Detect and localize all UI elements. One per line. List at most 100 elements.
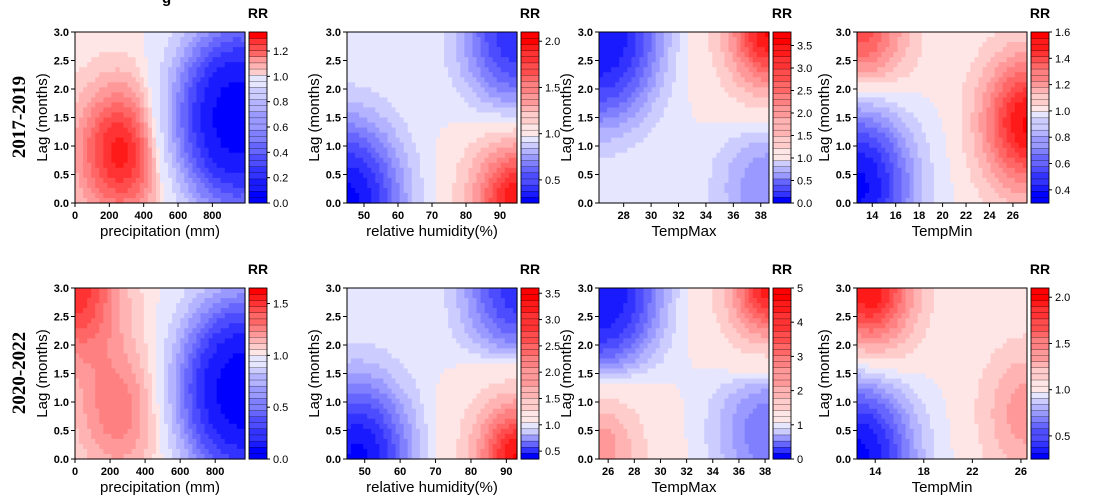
contour-cell (869, 32, 874, 38)
contour-cell (716, 132, 722, 139)
contour-cell (663, 102, 669, 109)
contour-cell (647, 107, 653, 114)
contour-cell (103, 57, 108, 63)
contour-cell (212, 117, 218, 124)
contour-cell (684, 187, 689, 194)
colorbar-tick-label: 0.6 (273, 122, 288, 134)
contour-cell (647, 97, 653, 104)
contour-cell (728, 37, 734, 43)
contour-cell (913, 92, 919, 98)
contour-cell (151, 172, 157, 179)
contour-cell (123, 152, 129, 159)
contour-cell (877, 177, 882, 184)
contour-cell (351, 72, 356, 78)
contour-cell (675, 187, 681, 194)
contour-cell (103, 187, 108, 194)
contour-cell (143, 127, 149, 134)
contour-cell (184, 42, 189, 48)
contour-cell (131, 197, 137, 204)
contour-cell (508, 172, 514, 179)
contour-cell (464, 87, 470, 93)
contour-cell (123, 132, 129, 139)
contour-cell (220, 172, 226, 179)
contour-cell (869, 122, 874, 129)
contour-cell (700, 167, 705, 174)
contour-cell (480, 37, 486, 43)
contour-cell (748, 62, 754, 68)
contour-cell (188, 107, 193, 114)
contour-cell (95, 137, 100, 144)
contour-cell (623, 157, 628, 164)
contour-cell (512, 142, 518, 149)
contour-cell (79, 47, 84, 53)
contour-cell (379, 72, 385, 78)
contour-cell (472, 197, 478, 204)
contour-cell (383, 147, 389, 154)
contour-cell (79, 182, 84, 189)
contour-cell (131, 57, 137, 63)
colorbar-band (248, 135, 268, 143)
contour-cell (603, 132, 608, 139)
contour-cell (611, 67, 616, 73)
contour-cell (387, 37, 393, 43)
contour-cell (456, 67, 461, 73)
contour-cell (736, 77, 742, 83)
contour-cell (123, 57, 129, 63)
contour-cell (164, 182, 169, 189)
contour-cell (456, 42, 461, 48)
contour-cell (123, 107, 129, 114)
contour-cell (184, 67, 189, 73)
contour-cell (359, 47, 364, 53)
contour-cell (411, 77, 417, 83)
contour-cell (764, 157, 770, 164)
contour-cell (440, 102, 445, 109)
y-tick-label: 2.0 (578, 84, 593, 96)
contour-cell (375, 187, 380, 194)
contour-cell (603, 47, 608, 53)
contour-cell (236, 57, 242, 63)
contour-cell (127, 142, 133, 149)
contour-cell (168, 122, 173, 129)
contour-cell (468, 137, 474, 144)
colorbar-band (520, 50, 540, 57)
contour-cell (756, 112, 762, 119)
contour-cell (184, 37, 189, 43)
contour-cell (893, 192, 899, 199)
contour-cell (464, 107, 470, 114)
contour-cell (236, 197, 242, 204)
contour-cell (708, 127, 713, 134)
contour-cell (164, 177, 169, 184)
colorbar: 0.00.51.01.52.02.53.03.5RR (772, 5, 812, 210)
contour-cell (663, 97, 669, 104)
contour-cell (740, 67, 746, 73)
contour-cell (635, 127, 641, 134)
contour-cell (512, 152, 518, 159)
contour-cell (228, 172, 234, 179)
contour-cell (103, 172, 108, 179)
contour-cell (728, 167, 734, 174)
contour-cell (744, 147, 750, 154)
contour-cell (647, 57, 653, 63)
contour-cell (367, 87, 372, 93)
contour-cell (472, 157, 478, 164)
contour-cell (720, 67, 726, 73)
contour-cell (371, 92, 376, 98)
contour-cell (83, 157, 88, 164)
contour-cell (679, 72, 685, 78)
contour-cell (135, 132, 141, 139)
contour-cell (456, 102, 461, 109)
contour-cell (607, 62, 612, 68)
contour-cell (212, 137, 218, 144)
contour-cell (468, 42, 474, 48)
contour-cell (724, 127, 730, 134)
contour-cell (873, 32, 878, 38)
colorbar-band (248, 86, 268, 94)
contour-cell (107, 192, 113, 199)
contour-cell (655, 37, 661, 43)
contour-cell (484, 187, 490, 194)
contour-cell (647, 52, 653, 58)
contour-cell (472, 112, 478, 119)
contour-cell (881, 127, 886, 134)
contour-cell (700, 127, 705, 134)
contour-cell (873, 177, 878, 184)
